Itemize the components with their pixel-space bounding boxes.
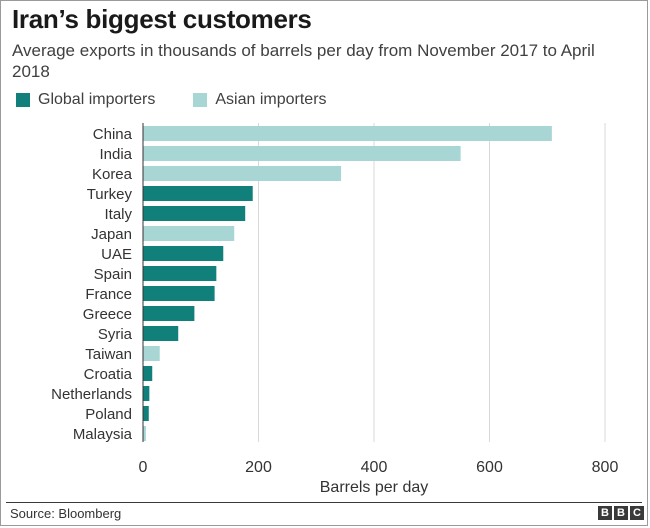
logo-letter: B (614, 506, 628, 520)
x-tick-label: 200 (245, 459, 272, 476)
x-tick-label: 800 (592, 459, 619, 476)
source-note: Source: Bloomberg (10, 506, 122, 521)
bar (143, 386, 150, 401)
category-label: Malaysia (73, 426, 133, 443)
legend-swatch-asian (193, 93, 208, 107)
category-label: Japan (91, 226, 132, 243)
bar (143, 206, 246, 221)
chart-title: Iran’s biggest customers (12, 4, 312, 34)
legend-label-asian: Asian importers (215, 91, 327, 108)
x-tick-label: 400 (361, 459, 388, 476)
category-label: UAE (101, 246, 132, 263)
bbc-logo: B B C (596, 506, 644, 520)
bar (143, 186, 253, 201)
legend-swatch-global (16, 93, 30, 107)
category-label: Syria (98, 326, 133, 343)
logo-letter: C (630, 506, 644, 520)
category-label: Taiwan (85, 346, 132, 363)
x-tick-label: 0 (139, 459, 148, 476)
bar (143, 146, 461, 161)
bar (143, 286, 215, 301)
bar (143, 246, 224, 261)
bar (143, 166, 342, 181)
bar-chart: China India Korea Turkey Italy Japan UAE Spain F… (51, 123, 619, 496)
category-label: China (93, 126, 133, 143)
category-label: France (85, 286, 132, 303)
bar (143, 326, 179, 341)
category-label: Italy (104, 206, 132, 223)
x-tick-label: 600 (476, 459, 503, 476)
category-label: Turkey (87, 186, 133, 203)
category-label: Spain (94, 266, 132, 283)
footer-divider (6, 502, 642, 503)
category-label: Netherlands (51, 386, 132, 403)
logo-letter: B (598, 506, 612, 520)
bar (143, 366, 153, 381)
category-label: Croatia (84, 366, 133, 383)
bar (143, 406, 149, 421)
category-label: Poland (85, 406, 132, 423)
legend-label-global: Global importers (38, 91, 156, 108)
bar (143, 306, 195, 321)
category-label: India (99, 146, 132, 163)
bar (143, 126, 552, 141)
bar (143, 346, 160, 361)
legend: Global importers Asian importers (16, 91, 365, 109)
legend-item-asian: Asian importers (193, 91, 327, 109)
legend-item-global: Global importers (16, 91, 155, 109)
category-label: Greece (83, 306, 132, 323)
chart-subtitle: Average exports in thousands of barrels … (12, 41, 595, 81)
bar (143, 426, 146, 441)
category-label: Korea (92, 166, 133, 183)
bar (143, 226, 235, 241)
x-axis-label: Barrels per day (320, 479, 429, 496)
bar (143, 266, 217, 281)
